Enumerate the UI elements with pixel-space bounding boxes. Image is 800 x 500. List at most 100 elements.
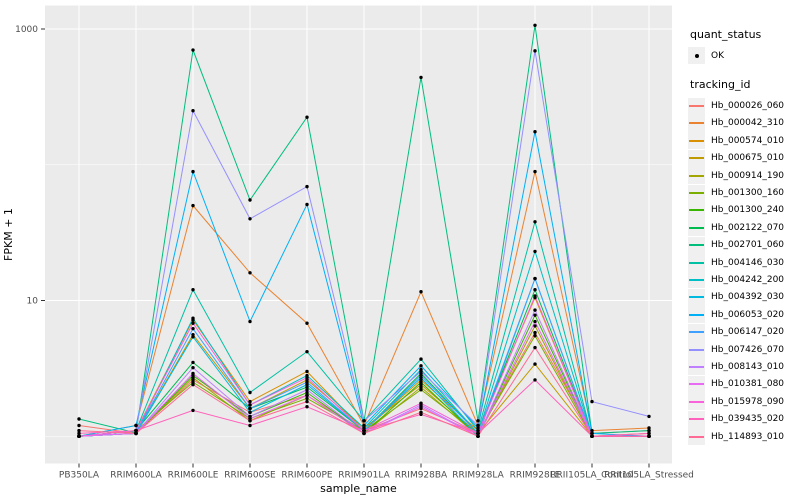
- data-point[interactable]: [476, 426, 480, 430]
- legend-item-Hb_000574_010[interactable]: Hb_000574_010: [688, 132, 800, 150]
- data-point[interactable]: [647, 426, 651, 430]
- data-point[interactable]: [362, 426, 366, 430]
- data-point[interactable]: [134, 428, 138, 433]
- legend-item-Hb_006147_020[interactable]: Hb_006147_020: [688, 323, 800, 341]
- legend-item-Hb_000675_010[interactable]: Hb_000675_010: [688, 149, 800, 167]
- data-point[interactable]: [647, 414, 651, 419]
- data-point[interactable]: [419, 382, 423, 387]
- data-point[interactable]: [362, 419, 366, 423]
- data-point[interactable]: [305, 115, 309, 119]
- data-point[interactable]: [533, 308, 537, 312]
- data-point[interactable]: [590, 399, 594, 404]
- data-point[interactable]: [419, 75, 423, 80]
- data-point[interactable]: [305, 184, 309, 189]
- data-point[interactable]: [533, 345, 537, 350]
- legend-item-Hb_015978_090[interactable]: Hb_015978_090: [688, 393, 800, 411]
- data-point[interactable]: [419, 388, 423, 392]
- data-point[interactable]: [191, 316, 195, 320]
- data-point[interactable]: [533, 220, 537, 224]
- data-point[interactable]: [305, 202, 309, 207]
- data-point[interactable]: [77, 431, 81, 436]
- data-point[interactable]: [476, 428, 480, 433]
- legend-item-Hb_001300_160[interactable]: Hb_001300_160: [688, 184, 800, 202]
- data-point[interactable]: [248, 403, 252, 407]
- data-point[interactable]: [305, 405, 309, 409]
- data-point[interactable]: [248, 390, 252, 395]
- data-point[interactable]: [533, 294, 537, 298]
- data-point[interactable]: [191, 48, 195, 52]
- legend-item-Hb_004392_030[interactable]: Hb_004392_030: [688, 288, 800, 306]
- data-point[interactable]: [77, 417, 81, 421]
- data-point[interactable]: [248, 410, 252, 415]
- legend-item-Hb_004242_200[interactable]: Hb_004242_200: [688, 271, 800, 289]
- data-point[interactable]: [134, 423, 138, 428]
- data-point[interactable]: [191, 203, 195, 208]
- data-point[interactable]: [191, 408, 195, 413]
- data-point[interactable]: [419, 380, 423, 384]
- legend-item-ok[interactable]: OK: [688, 47, 800, 65]
- data-point[interactable]: [305, 388, 309, 392]
- data-point[interactable]: [419, 410, 423, 415]
- data-point[interactable]: [305, 390, 309, 395]
- data-point[interactable]: [533, 288, 537, 292]
- data-point[interactable]: [647, 428, 651, 433]
- legend-item-Hb_008143_010[interactable]: Hb_008143_010: [688, 358, 800, 376]
- data-point[interactable]: [533, 23, 537, 27]
- legend-item-Hb_114893_010[interactable]: Hb_114893_010: [688, 428, 800, 445]
- legend-item-Hb_000042_310[interactable]: Hb_000042_310: [688, 114, 800, 132]
- data-point[interactable]: [248, 419, 252, 423]
- data-point[interactable]: [191, 335, 195, 339]
- data-point[interactable]: [191, 288, 195, 292]
- data-point[interactable]: [419, 357, 423, 361]
- data-point[interactable]: [191, 109, 195, 113]
- data-point[interactable]: [533, 330, 537, 335]
- data-point[interactable]: [533, 334, 537, 338]
- data-point[interactable]: [476, 434, 480, 438]
- data-point[interactable]: [305, 349, 309, 354]
- data-point[interactable]: [191, 365, 195, 370]
- data-point[interactable]: [248, 198, 252, 202]
- data-point[interactable]: [305, 375, 309, 380]
- data-point[interactable]: [191, 360, 195, 365]
- data-point[interactable]: [248, 319, 252, 324]
- data-point[interactable]: [419, 364, 423, 368]
- data-point[interactable]: [362, 428, 366, 433]
- data-point[interactable]: [419, 405, 423, 409]
- data-point[interactable]: [533, 249, 537, 254]
- data-point[interactable]: [533, 319, 537, 324]
- data-point[interactable]: [191, 382, 195, 387]
- data-point[interactable]: [305, 393, 309, 398]
- data-point[interactable]: [362, 423, 366, 428]
- data-point[interactable]: [191, 169, 195, 174]
- data-point[interactable]: [533, 130, 537, 134]
- data-point[interactable]: [476, 431, 480, 436]
- data-point[interactable]: [305, 382, 309, 387]
- data-point[interactable]: [533, 276, 537, 281]
- data-point[interactable]: [191, 326, 195, 331]
- data-point[interactable]: [533, 378, 537, 382]
- data-point[interactable]: [590, 428, 594, 433]
- data-point[interactable]: [362, 431, 366, 436]
- data-point[interactable]: [590, 434, 594, 438]
- data-point[interactable]: [191, 321, 195, 325]
- legend-item-Hb_007426_070[interactable]: Hb_007426_070: [688, 341, 800, 359]
- legend-item-Hb_001300_240[interactable]: Hb_001300_240: [688, 201, 800, 219]
- data-point[interactable]: [647, 431, 651, 436]
- data-point[interactable]: [305, 380, 309, 384]
- data-point[interactable]: [305, 369, 309, 374]
- data-point[interactable]: [248, 217, 252, 221]
- data-point[interactable]: [647, 434, 651, 438]
- legend-item-Hb_039435_020[interactable]: Hb_039435_020: [688, 410, 800, 428]
- data-point[interactable]: [248, 406, 252, 411]
- data-point[interactable]: [248, 423, 252, 428]
- data-point[interactable]: [305, 396, 309, 401]
- legend-item-Hb_002701_060[interactable]: Hb_002701_060: [688, 236, 800, 254]
- data-point[interactable]: [77, 428, 81, 433]
- data-point[interactable]: [533, 49, 537, 53]
- data-point[interactable]: [134, 431, 138, 436]
- data-point[interactable]: [191, 380, 195, 384]
- legend-item-Hb_000914_190[interactable]: Hb_000914_190: [688, 167, 800, 185]
- data-point[interactable]: [419, 290, 423, 294]
- data-point[interactable]: [476, 419, 480, 423]
- data-point[interactable]: [476, 423, 480, 428]
